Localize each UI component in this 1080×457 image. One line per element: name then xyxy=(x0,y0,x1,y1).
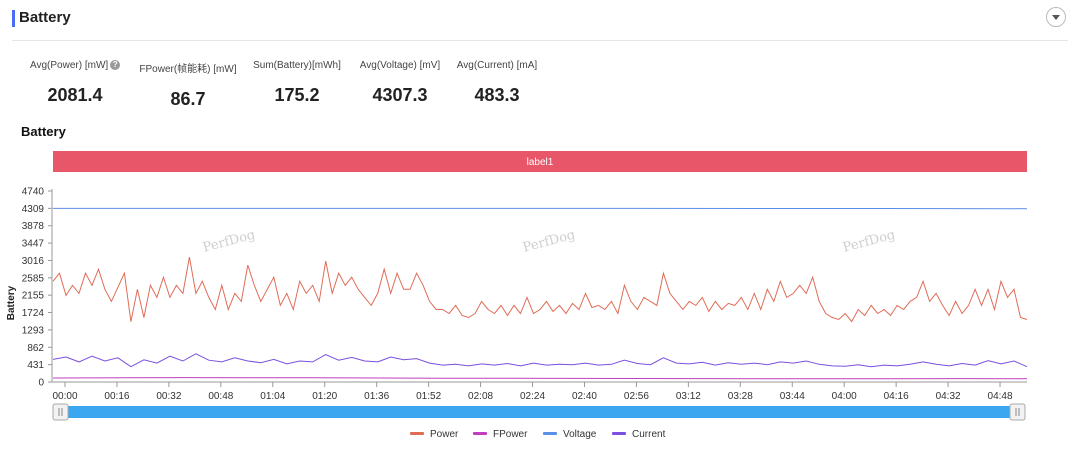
legend-swatch xyxy=(543,432,557,435)
y-tick-label: 2585 xyxy=(22,273,45,284)
slider-track[interactable] xyxy=(58,406,1020,418)
x-axis: 00:00 00:16 00:32 00:48 01:04 01:20 01:36 01:52… xyxy=(52,381,1027,402)
metric-avg-voltage: Avg(Voltage) [mV] 4307.3 xyxy=(355,60,445,106)
metric-value: 86.7 xyxy=(170,89,206,109)
section-title: Battery xyxy=(19,9,71,26)
legend: Power FPower Voltage Current xyxy=(410,429,666,440)
chart-title: Battery xyxy=(21,124,66,139)
handle-body[interactable] xyxy=(52,403,69,421)
metric-label: FPower(帧能耗) [mW] xyxy=(139,64,237,75)
slider-handle-right[interactable] xyxy=(1009,403,1026,421)
metric-label: Sum(Battery)[mWh] xyxy=(253,60,341,71)
series-line-fpower xyxy=(52,377,1028,380)
y-axis: 0 431 862 1293 1724 2155 2585 3016 3447 3878 4309 4… xyxy=(22,187,53,389)
series-line-current xyxy=(52,353,1028,368)
x-tick-label: 04:16 xyxy=(884,391,909,402)
y-tick-label: 4740 xyxy=(22,187,45,198)
x-tick-label: 03:28 xyxy=(728,391,753,402)
x-tick-label: 00:16 xyxy=(104,391,129,402)
legend-swatch xyxy=(612,432,626,435)
x-tick-label: 01:36 xyxy=(364,391,389,402)
series-line-power xyxy=(52,257,1028,323)
legend-swatch xyxy=(410,432,424,435)
label-band xyxy=(53,151,1027,172)
y-tick-label: 431 xyxy=(27,360,44,371)
x-tick-label: 02:24 xyxy=(520,391,545,402)
legend-label: Current xyxy=(632,429,666,440)
metric-value: 2081.4 xyxy=(47,85,103,105)
header-accent-bar xyxy=(12,10,15,27)
x-tick-label: 02:08 xyxy=(468,391,493,402)
slider-handle-left[interactable] xyxy=(52,403,69,421)
x-tick-label: 00:00 xyxy=(52,391,77,402)
metric-avg-current: Avg(Current) [mA] 483.3 xyxy=(452,60,542,106)
y-tick-label: 1293 xyxy=(22,325,45,336)
y-tick-label: 862 xyxy=(27,343,44,354)
metric-label: Avg(Current) [mA] xyxy=(456,60,538,71)
metric-value: 4307.3 xyxy=(372,85,428,105)
x-tick-label: 02:56 xyxy=(624,391,649,402)
section-header: Battery xyxy=(0,0,1080,40)
y-tick-label: 3878 xyxy=(22,221,45,232)
x-tick-label: 01:20 xyxy=(312,391,337,402)
x-tick-label: 01:52 xyxy=(416,391,441,402)
chevron-down-icon xyxy=(1052,14,1060,20)
header-divider xyxy=(12,40,1068,41)
watermark-text: PerfDog xyxy=(201,227,257,255)
x-tick-label: 04:32 xyxy=(936,391,961,402)
x-tick-label: 02:40 xyxy=(572,391,597,402)
metric-value: 175.2 xyxy=(274,85,320,105)
legend-label: Voltage xyxy=(563,429,597,440)
metric-avg-power: Avg(Power) [mW]? 2081.4 xyxy=(30,60,121,106)
metric-value: 483.3 xyxy=(474,85,520,105)
metric-sum-battery: Sum(Battery)[mWh] 175.2 xyxy=(252,60,342,106)
y-axis-label: Battery xyxy=(6,285,17,320)
legend-item-power[interactable]: Power xyxy=(410,429,459,440)
help-icon[interactable]: ? xyxy=(110,60,121,71)
watermark-text: PerfDog xyxy=(841,227,897,255)
legend-item-current[interactable]: Current xyxy=(612,429,666,440)
x-tick-label: 00:48 xyxy=(208,391,233,402)
metric-fpower: FPower(帧能耗) [mW] 86.7 xyxy=(138,60,238,110)
x-tick-label: 03:12 xyxy=(676,391,701,402)
watermark-group: PerfDog PerfDog PerfDog xyxy=(201,227,897,255)
legend-item-fpower[interactable]: FPower xyxy=(473,429,528,440)
series-group xyxy=(52,207,1028,380)
legend-item-voltage[interactable]: Voltage xyxy=(543,429,597,440)
legend-label: FPower xyxy=(493,429,528,440)
y-tick-label: 1724 xyxy=(22,308,45,319)
metric-label: Avg(Voltage) [mV] xyxy=(359,60,441,71)
metric-label: Avg(Power) [mW]? xyxy=(30,60,121,71)
x-tick-label: 00:32 xyxy=(156,391,181,402)
legend-label: Power xyxy=(430,429,459,440)
label-band-text: label1 xyxy=(527,157,554,168)
y-tick-label: 4309 xyxy=(22,204,45,215)
watermark-text: PerfDog xyxy=(521,227,577,255)
legend-swatch xyxy=(473,432,487,435)
collapse-button[interactable] xyxy=(1046,7,1066,27)
x-tick-label: 01:04 xyxy=(260,391,285,402)
x-tick-label: 04:00 xyxy=(832,391,857,402)
y-tick-label: 2155 xyxy=(22,291,45,302)
y-tick-label: 3016 xyxy=(22,256,45,267)
time-range-slider[interactable] xyxy=(52,403,1026,421)
x-tick-label: 04:48 xyxy=(988,391,1013,402)
y-tick-label: 3447 xyxy=(22,239,45,250)
handle-body[interactable] xyxy=(1009,403,1026,421)
y-tick-label: 0 xyxy=(38,378,44,389)
x-tick-label: 03:44 xyxy=(780,391,805,402)
